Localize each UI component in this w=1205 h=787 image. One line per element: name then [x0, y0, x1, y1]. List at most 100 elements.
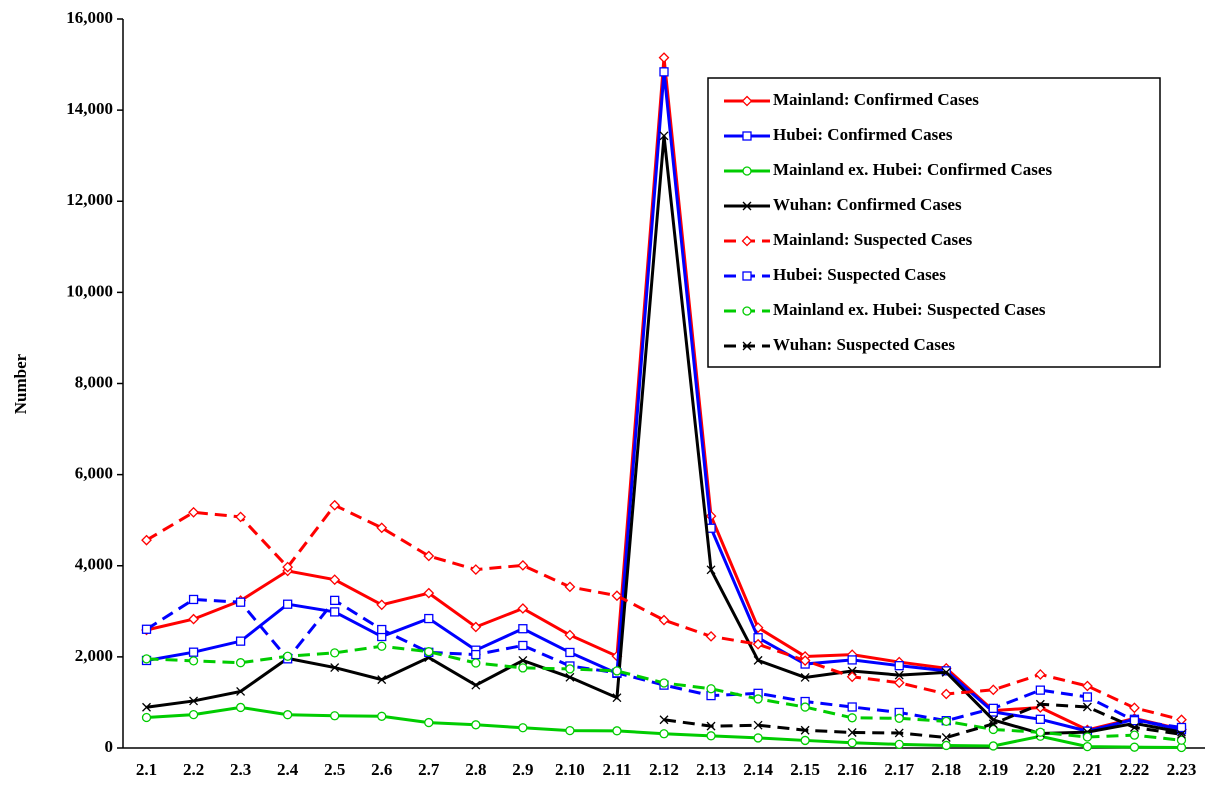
legend-marker [742, 341, 752, 351]
data-point [847, 666, 857, 676]
data-point [894, 728, 904, 738]
data-point [941, 667, 951, 677]
data-point [188, 594, 199, 605]
y-tick-label: 16,000 [66, 8, 113, 27]
legend-label: Mainland ex. Hubei: Confirmed Cases [773, 160, 1052, 179]
data-point [188, 656, 199, 666]
data-point [471, 720, 481, 730]
y-tick-label: 10,000 [66, 281, 113, 300]
data-point [470, 564, 482, 575]
data-point [188, 709, 199, 720]
data-point [987, 684, 999, 696]
data-point [753, 655, 763, 665]
data-point [376, 599, 388, 611]
data-point [565, 647, 575, 658]
data-point [518, 624, 528, 634]
data-point [659, 678, 669, 688]
x-tick-label: 2.2 [183, 760, 204, 779]
data-point [1082, 732, 1093, 742]
data-point [517, 559, 529, 571]
data-point [1129, 742, 1140, 752]
data-point [1129, 730, 1140, 740]
data-point [424, 613, 434, 624]
data-point [1176, 722, 1187, 733]
x-tick-label: 2.20 [1025, 760, 1055, 779]
data-point [236, 686, 246, 696]
data-point [189, 696, 199, 706]
data-point [1177, 729, 1186, 739]
data-point [988, 719, 998, 729]
data-point [518, 656, 528, 665]
data-point [706, 565, 716, 575]
data-point [141, 712, 152, 723]
data-point [800, 725, 810, 735]
data-point [423, 587, 435, 599]
data-point [188, 647, 199, 657]
data-point [847, 738, 857, 748]
data-point [611, 590, 623, 602]
x-tick-label: 2.9 [512, 760, 533, 779]
legend-marker [742, 131, 752, 141]
data-point [377, 624, 387, 635]
data-point [706, 721, 716, 731]
x-tick-label: 2.6 [371, 760, 392, 779]
data-point [283, 599, 293, 609]
data-point [800, 702, 810, 712]
data-point [1082, 692, 1093, 702]
data-point [330, 648, 340, 658]
data-point [471, 649, 481, 660]
series-line [663, 702, 1182, 740]
x-tick-label: 2.11 [603, 760, 632, 779]
data-point [612, 693, 622, 703]
data-point [565, 725, 575, 736]
data-point [471, 658, 481, 668]
data-point [659, 715, 669, 725]
data-point [376, 522, 388, 534]
x-tick-label: 2.12 [649, 760, 679, 779]
data-point [235, 702, 246, 713]
data-point [329, 574, 341, 586]
data-point [941, 666, 951, 676]
data-point [424, 717, 434, 728]
data-point [188, 506, 199, 518]
data-point [894, 670, 904, 680]
data-point [988, 741, 998, 751]
data-point [893, 677, 905, 689]
legend-box [707, 77, 1161, 368]
data-point [1129, 723, 1139, 732]
legend-label: Mainland: Suspected Cases [773, 230, 973, 249]
data-point [846, 671, 858, 683]
x-tick-label: 2.17 [884, 760, 914, 779]
data-point [141, 534, 152, 546]
y-tick-label: 14,000 [66, 99, 113, 118]
data-point [188, 613, 199, 625]
data-point [1176, 735, 1187, 745]
data-point [847, 702, 857, 712]
x-tick-label: 2.1 [136, 760, 157, 779]
y-tick-label: 0 [105, 737, 114, 756]
data-point [423, 550, 435, 562]
data-point [282, 561, 294, 573]
data-point [424, 647, 434, 657]
data-point [1035, 699, 1045, 709]
x-tick-label: 2.18 [931, 760, 961, 779]
x-tick-label: 2.4 [277, 760, 299, 779]
data-point [753, 733, 763, 743]
data-point [706, 731, 716, 741]
series-line [145, 503, 1182, 722]
data-point [329, 499, 341, 511]
data-point [1035, 727, 1045, 737]
data-point [1081, 680, 1093, 692]
data-point [565, 664, 575, 674]
data-point [752, 638, 764, 650]
data-point [141, 654, 152, 664]
data-point [330, 607, 340, 617]
data-point [470, 621, 482, 633]
legend-marker [742, 166, 752, 176]
data-point [941, 716, 951, 726]
data-point [800, 735, 810, 746]
y-tick-label: 8,000 [75, 372, 113, 391]
legend-marker [741, 95, 753, 107]
data-point [800, 673, 810, 682]
